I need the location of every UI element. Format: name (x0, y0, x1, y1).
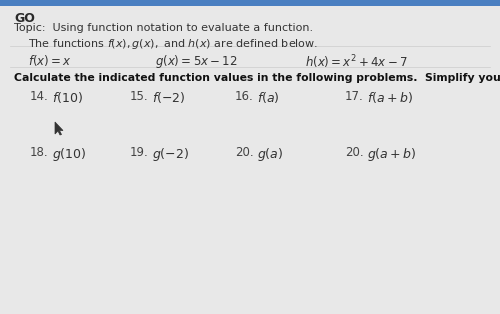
Text: 17.: 17. (345, 90, 364, 103)
Text: $g(x)=5x-12$: $g(x)=5x-12$ (155, 53, 238, 70)
Text: Calculate the indicated function values in the following problems.  Simplify you: Calculate the indicated function values … (14, 73, 500, 83)
Text: $f(10)$: $f(10)$ (52, 90, 83, 105)
Text: $f(x)=x$: $f(x)=x$ (28, 53, 72, 68)
Text: The functions $f(x), g(x),$ and $h(x)$ are defined below.: The functions $f(x), g(x),$ and $h(x)$ a… (28, 37, 318, 51)
Text: 18.: 18. (30, 146, 48, 159)
Text: 16.: 16. (235, 90, 254, 103)
Text: 15.: 15. (130, 90, 148, 103)
Text: 20.: 20. (345, 146, 364, 159)
Text: Topic:  Using function notation to evaluate a function.: Topic: Using function notation to evalua… (14, 23, 313, 33)
Text: 20.: 20. (235, 146, 254, 159)
Text: $h(x)=x^2+4x-7$: $h(x)=x^2+4x-7$ (305, 53, 408, 71)
Text: $f(a)$: $f(a)$ (257, 90, 280, 105)
Text: $g(10)$: $g(10)$ (52, 146, 86, 163)
Polygon shape (55, 122, 63, 135)
Text: GO: GO (14, 12, 35, 25)
Text: $g(-2)$: $g(-2)$ (152, 146, 189, 163)
Text: 14.: 14. (30, 90, 49, 103)
Text: $g(a+b)$: $g(a+b)$ (367, 146, 416, 163)
Text: $g(a)$: $g(a)$ (257, 146, 283, 163)
Text: $f(a+b)$: $f(a+b)$ (367, 90, 413, 105)
Text: $f(-2)$: $f(-2)$ (152, 90, 186, 105)
Bar (0, 0, 500, 6)
Text: 19.: 19. (130, 146, 149, 159)
